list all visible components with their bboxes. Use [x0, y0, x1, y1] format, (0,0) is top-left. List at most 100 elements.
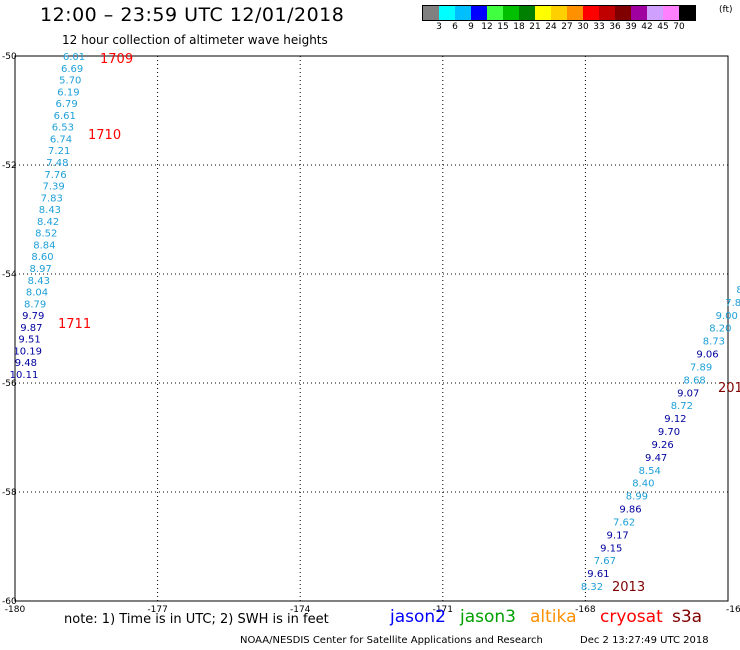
satellite-name-jason2: jason2 [390, 607, 446, 627]
legend-labels: 3 6 9 12 15 18 21 24 27 30 33 36 39 42 45 70 [422, 22, 728, 34]
legend-swatch [631, 6, 647, 20]
wave-height-label: 9.00 [716, 311, 738, 322]
legend-swatch [423, 6, 439, 20]
wave-height-label: 10.19 [13, 346, 42, 357]
legend-swatch [679, 6, 695, 20]
pass-time-label: 201 [718, 381, 740, 396]
wave-height-label: 8 [736, 285, 740, 296]
legend-swatch [519, 6, 535, 20]
lon-tick-label: -180 [5, 605, 26, 615]
lat-tick-label: -56 [2, 379, 17, 389]
wave-height-label: 9.61 [587, 569, 609, 580]
wave-height-label: 9.87 [20, 323, 42, 334]
wave-height-label: 9.86 [619, 505, 641, 516]
wave-height-label: 9.51 [18, 335, 40, 346]
wave-height-label: 6.01 [63, 52, 85, 63]
legend-label: 9 [468, 22, 474, 32]
wave-height-label: 8.79 [24, 299, 46, 310]
wave-height-label: 7.83 [41, 193, 63, 204]
wave-height-label: 9.17 [607, 530, 629, 541]
legend-unit: (ft) [719, 5, 733, 15]
page-subtitle: 12 hour collection of altimeter wave hei… [62, 33, 328, 47]
legend-swatch [567, 6, 583, 20]
wave-height-label: 7.8 [725, 298, 740, 309]
wave-height-label: 9.07 [677, 388, 699, 399]
legend-label: 12 [481, 22, 493, 32]
lat-tick-label: -60 [2, 597, 17, 607]
legend-label: 18 [513, 22, 525, 32]
pass-time-label: 2013 [612, 580, 645, 595]
wave-height-label: 6.74 [50, 134, 72, 145]
legend-label: 45 [657, 22, 669, 32]
wave-height-label: 8.60 [31, 252, 53, 263]
wave-height-label: 7.39 [42, 182, 64, 193]
wave-height-label: 7.62 [613, 517, 635, 528]
wave-height-label: 8.32 [581, 582, 603, 593]
legend-swatch [663, 6, 679, 20]
legend-label: 36 [609, 22, 621, 32]
lon-tick-label: -174 [290, 605, 311, 615]
wave-height-label: 9.47 [645, 453, 667, 464]
wave-height-label: 8.68 [684, 375, 706, 386]
legend-swatch [583, 6, 599, 20]
wave-height-label: 8.52 [35, 229, 57, 240]
pass-time-label: 1709 [100, 52, 133, 67]
wave-height-label: 8.40 [632, 479, 654, 490]
wave-height-label: 9.79 [22, 311, 44, 322]
satellite-name-cryosat: cryosat [600, 607, 663, 627]
page-title: 12:00 – 23:59 UTC 12/01/2018 [40, 4, 345, 26]
generated-date: Dec 2 13:27:49 UTC 2018 [580, 635, 709, 646]
lat-tick-label: -50 [2, 52, 17, 62]
map-tick-labels: -180 -177 -174 -171 -168 -16 -50 -52 -54 -56 -58 -6… [2, 52, 740, 615]
pass-time-labels: 1709 1710 1711 2013 201 [58, 52, 740, 595]
legend-label: 30 [577, 22, 589, 32]
wave-height-label: 8.54 [639, 466, 661, 477]
legend-swatch [455, 6, 471, 20]
legend-label: 24 [545, 22, 557, 32]
wave-height-label: 9.15 [600, 543, 622, 554]
wave-height-label: 7.48 [46, 158, 68, 169]
lon-tick-label: -168 [575, 605, 596, 615]
pass-time-label: 1710 [88, 128, 121, 143]
legend-swatch [439, 6, 455, 20]
wave-height-label: 9.70 [658, 427, 680, 438]
wave-height-label: 5.70 [59, 76, 81, 87]
wave-height-label: 8.20 [709, 324, 731, 335]
legend-swatch [615, 6, 631, 20]
footnote: note: 1) Time is in UTC; 2) SWH is in fe… [64, 612, 329, 627]
legend-label: 6 [452, 22, 458, 32]
wave-height-label: 7.89 [690, 362, 712, 373]
wave-height-label: 6.19 [57, 87, 79, 98]
legend-label: 21 [529, 22, 541, 32]
legend-swatch [503, 6, 519, 20]
legend-swatch [599, 6, 615, 20]
satellite-track-west: 6.016.695.706.196.796.616.536.747.217.48… [10, 52, 85, 381]
satellite-name-s3a: s3a [672, 607, 703, 627]
pass-time-label: 1711 [58, 317, 91, 332]
legend-swatch [471, 6, 487, 20]
wave-height-label: 10.11 [10, 370, 39, 381]
credit-line: NOAA/NESDIS Center for Satellite Applica… [240, 635, 543, 646]
lat-tick-label: -58 [2, 488, 17, 498]
wave-height-label: 8.04 [26, 288, 48, 299]
wave-height-label: 8.43 [28, 276, 50, 287]
legend-swatch [647, 6, 663, 20]
legend-label: 70 [673, 22, 685, 32]
legend-label: 39 [625, 22, 637, 32]
wave-height-label: 8.72 [671, 401, 693, 412]
color-legend: 3 6 9 12 15 18 21 24 27 30 33 36 39 42 45 70 (ft) [422, 5, 733, 35]
legend-label: 27 [561, 22, 573, 32]
wave-height-label: 7.76 [44, 170, 66, 181]
satellite-track-east: 987.89.008.208.739.067.898.689.078.729.1… [581, 285, 740, 593]
wave-height-label: 6.61 [54, 111, 76, 122]
legend-label: 33 [593, 22, 605, 32]
legend-swatch [551, 6, 567, 20]
legend-swatch [487, 6, 503, 20]
wave-height-label: 8.84 [33, 240, 55, 251]
lat-tick-label: -54 [2, 270, 17, 280]
map-grid [15, 56, 729, 601]
wave-height-label: 9.26 [651, 440, 673, 451]
satellite-name-altika: altika [530, 607, 577, 627]
